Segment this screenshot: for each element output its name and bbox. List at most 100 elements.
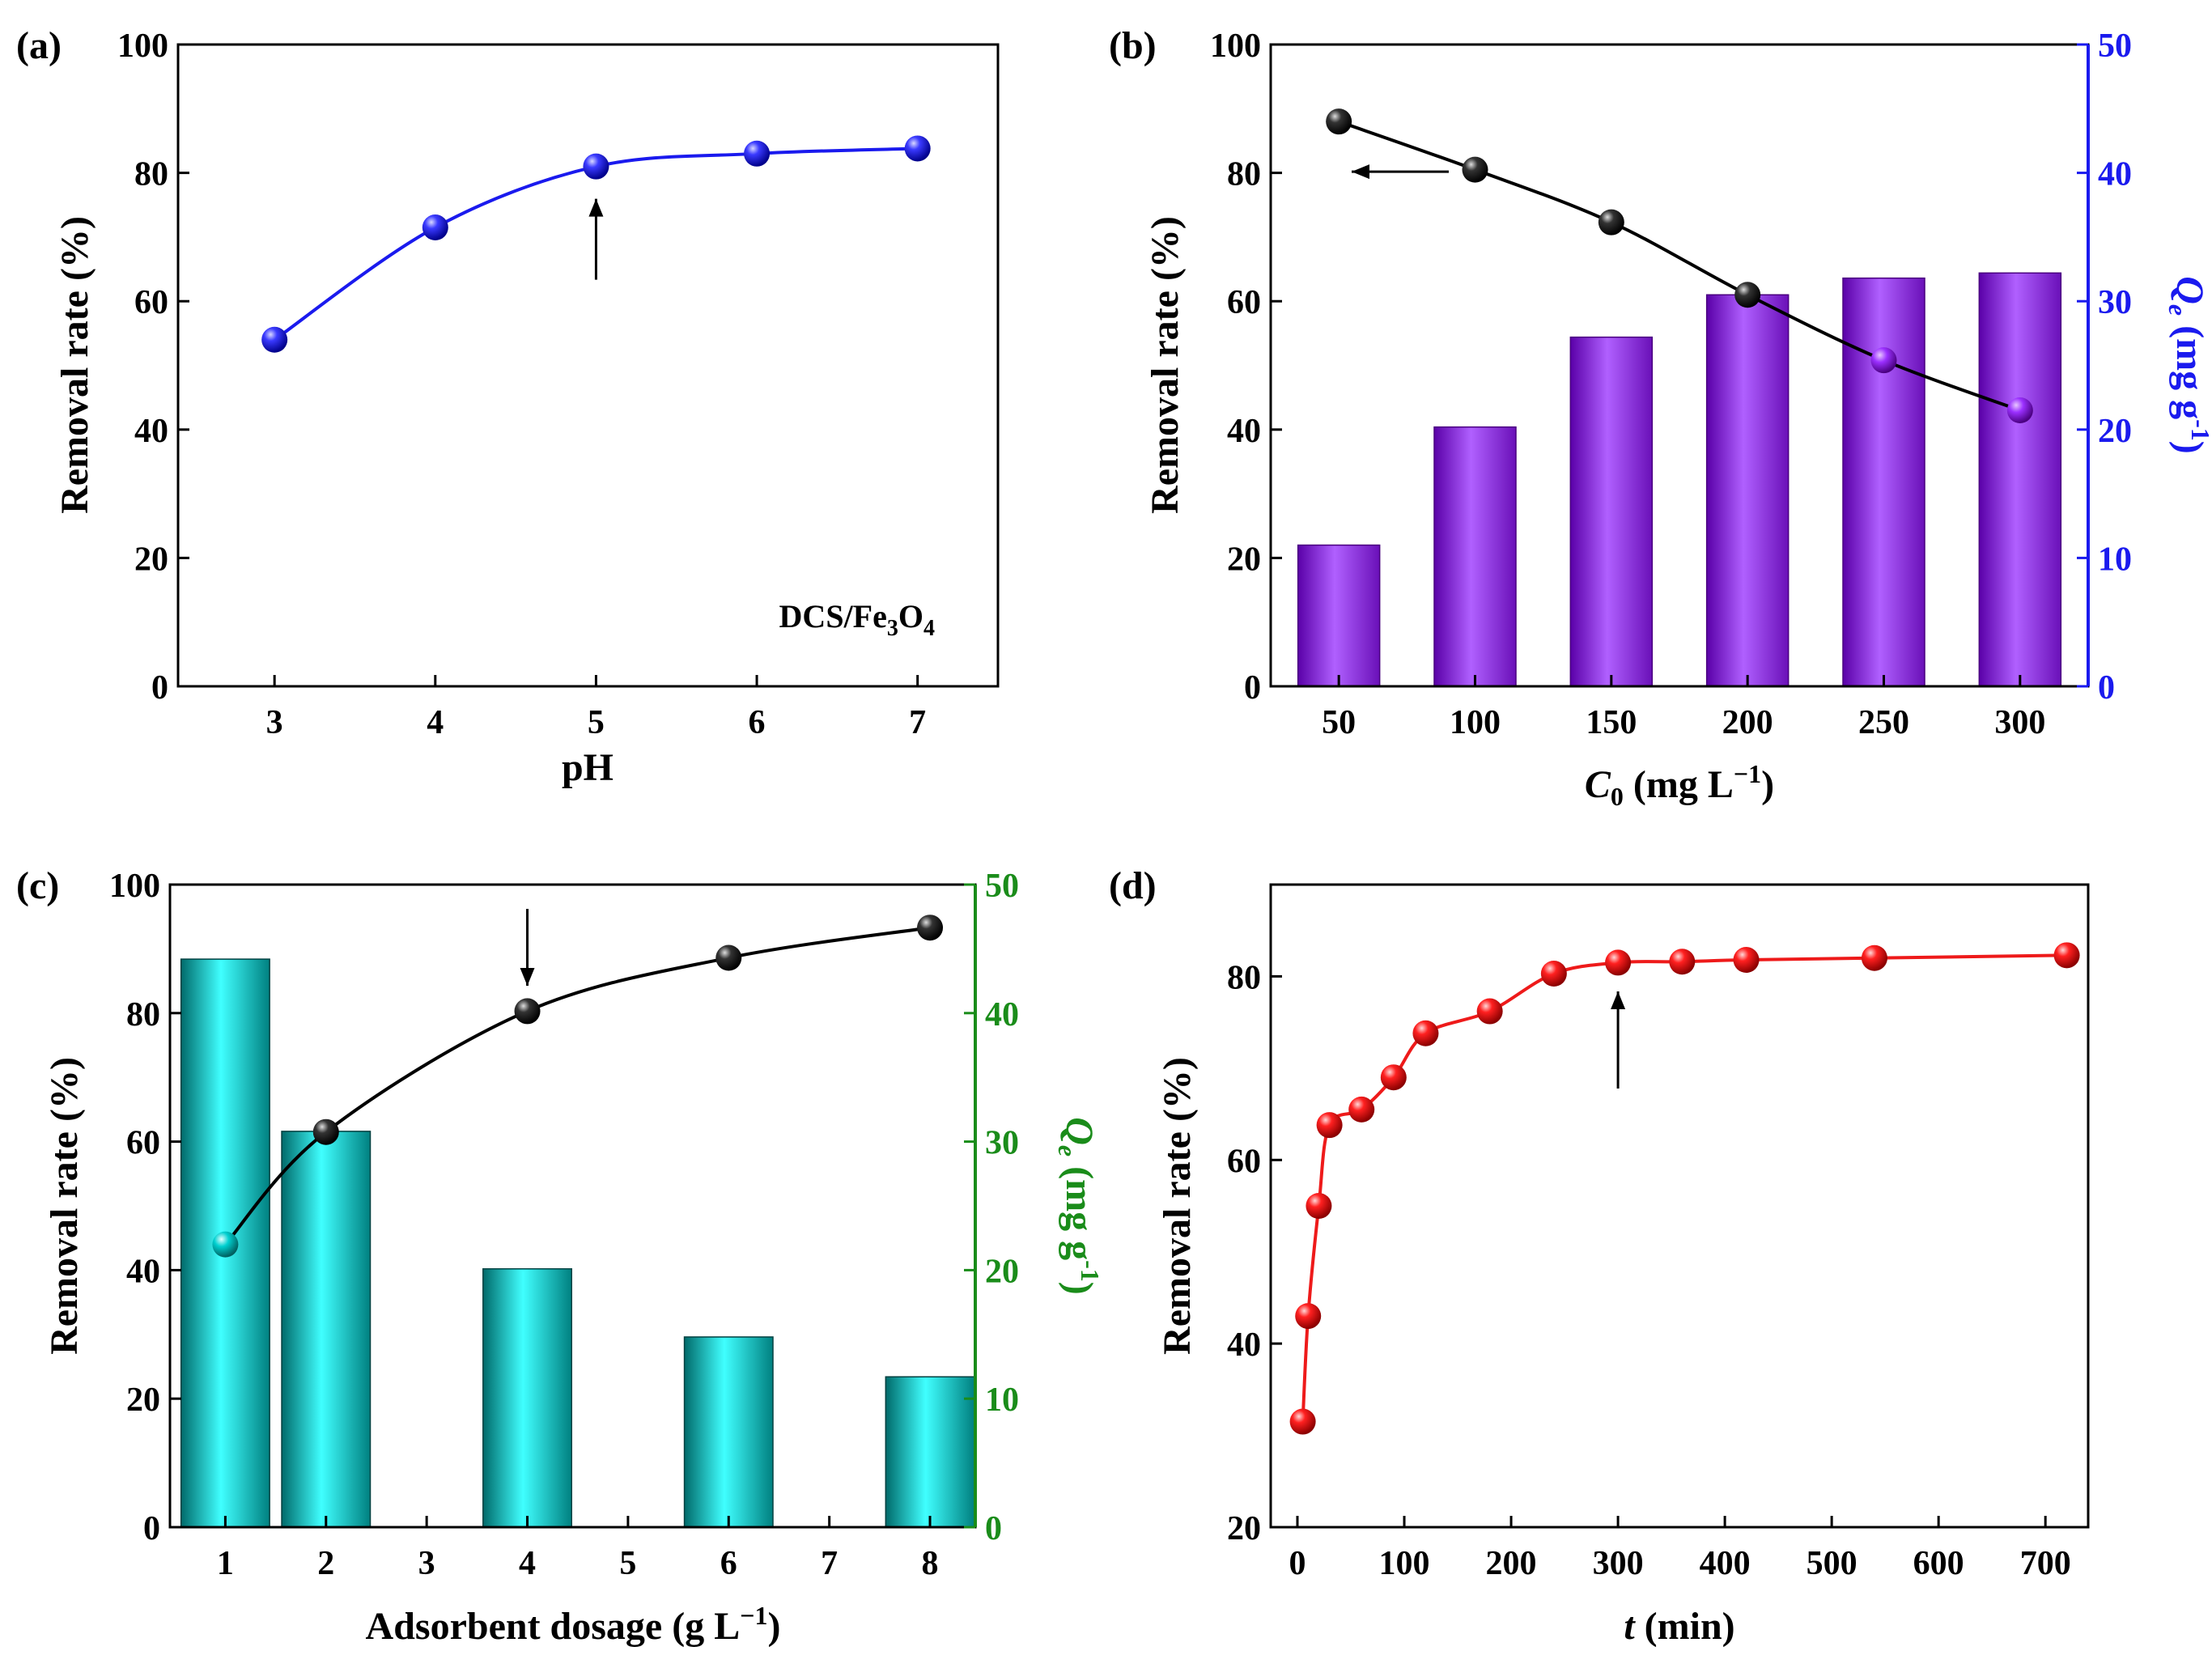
a-point-1 [422, 214, 448, 241]
c-bar-1 [281, 1131, 371, 1528]
c-x-tick-label-1: 2 [317, 1545, 334, 1582]
d-point-13 [2053, 942, 2080, 969]
d-point-4 [1348, 1096, 1375, 1123]
b-left-tick-label-0: 0 [1244, 669, 1261, 707]
a-left-tick-label-2: 40 [134, 413, 168, 450]
d-x-tick-label-6: 600 [1913, 1545, 1964, 1582]
d-ylabel: Removal rate (%) [1156, 1057, 1199, 1355]
d-x-tick-label-2: 200 [1486, 1545, 1537, 1582]
a-left-tick-label-1: 20 [134, 541, 168, 578]
a-point-2 [583, 153, 609, 180]
d-point-10 [1669, 949, 1696, 975]
d-arrow [1611, 991, 1626, 1089]
a-left-tick-label-3: 60 [134, 284, 168, 321]
a-arrow-head [588, 198, 604, 217]
c-arrow [520, 909, 535, 986]
a-left-tick-label-5: 100 [117, 28, 168, 65]
d-left-tick-label-3: 80 [1227, 959, 1261, 996]
panel-c: 0 20 40 60 80 100 0 10 20 30 40 50 1 2 3 4 5 6 7 8 (c) Remova… [16, 864, 1105, 1648]
b-point-4 [1870, 347, 1897, 374]
b-right-tick-label-5: 50 [2098, 28, 2132, 65]
d-arrow-head [1611, 991, 1626, 1009]
a-frame [176, 43, 1000, 688]
a-panel-label: (a) [16, 24, 62, 67]
d-x-tick-label-4: 400 [1700, 1545, 1751, 1582]
b-bar-4 [1842, 277, 1925, 687]
b-point-2 [1598, 209, 1624, 236]
c-x-tick-label-5: 6 [720, 1545, 737, 1582]
b-point-0 [1326, 108, 1352, 135]
a-x-tick-label-3: 6 [749, 704, 766, 741]
a-x-tick-label-1: 4 [427, 704, 444, 741]
c-x-tick-label-3: 4 [519, 1545, 536, 1582]
b-y2label: Qe (mg g-1) [2163, 276, 2212, 453]
d-point-7 [1476, 998, 1503, 1025]
c-right-tick-label-2: 20 [985, 1253, 1019, 1290]
d-x-tick-label-1: 100 [1379, 1545, 1430, 1582]
b-x-tick-label-3: 200 [1722, 704, 1773, 741]
d-point-0 [1289, 1408, 1316, 1435]
a-point-0 [261, 326, 288, 353]
b-bar-2 [1569, 336, 1654, 687]
d-point-3 [1316, 1112, 1343, 1139]
c-left-tick-label-5: 100 [109, 868, 160, 905]
d-point-12 [1861, 944, 1887, 971]
c-arrow-head [520, 968, 535, 986]
c-y2label: Qe (mg g-1) [1053, 1117, 1105, 1294]
b-panel-label: (b) [1109, 24, 1157, 67]
c-bar-4 [885, 1376, 975, 1528]
b-bar-1 [1433, 426, 1517, 687]
d-xlabel: t (min) [1624, 1605, 1734, 1648]
d-panel-label: (d) [1109, 864, 1157, 907]
c-left-tick-label-1: 20 [126, 1382, 160, 1419]
panel-d: 20 40 60 80 0 100 200 300 400 500 600 700 (d) Removal… [1109, 864, 2090, 1648]
a-arrow [588, 198, 604, 280]
d-left-tick-label-0: 20 [1227, 1510, 1261, 1547]
c-right-tick-label-5: 50 [985, 868, 1019, 905]
b-arrow-head [1352, 164, 1369, 180]
c-x-tick-label-0: 1 [217, 1545, 234, 1582]
c-right-tick-label-3: 30 [985, 1125, 1019, 1162]
b-x-tick-label-2: 150 [1586, 704, 1637, 741]
a-point-3 [744, 140, 771, 167]
c-ylabel: Removal rate (%) [43, 1057, 86, 1355]
c-xlabel: Adsorbent dosage (g L−1) [366, 1601, 781, 1648]
a-left-tick-label-0: 0 [151, 669, 168, 707]
d-x-tick-label-7: 700 [2020, 1545, 2071, 1582]
d-frame [1269, 883, 2090, 1529]
c-point-2 [514, 998, 541, 1025]
b-left-tick-label-1: 20 [1227, 541, 1261, 578]
b-point-5 [2006, 397, 2033, 424]
b-bar-5 [1978, 272, 2062, 687]
c-left-tick-label-3: 60 [126, 1125, 160, 1162]
d-left-tick-label-1: 40 [1227, 1326, 1261, 1364]
a-ylabel: Removal rate (%) [53, 216, 96, 514]
c-point-1 [312, 1118, 339, 1145]
b-x-tick-label-0: 50 [1322, 704, 1356, 741]
c-right-tick-label-0: 0 [985, 1510, 1002, 1547]
c-bar-2 [482, 1268, 573, 1528]
b-arrow [1352, 164, 1449, 180]
b-right-tick-label-4: 40 [2098, 156, 2132, 193]
d-point-1 [1295, 1303, 1322, 1330]
c-x-tick-label-2: 3 [418, 1545, 435, 1582]
c-left-tick-label-4: 80 [126, 996, 160, 1033]
b-left-tick-label-2: 40 [1227, 413, 1261, 450]
d-point-2 [1306, 1193, 1332, 1219]
b-point-1 [1462, 156, 1488, 183]
d-x-tick-label-0: 0 [1289, 1545, 1306, 1582]
b-bar-3 [1705, 294, 1790, 687]
c-left-tick-label-2: 40 [126, 1253, 160, 1290]
d-x-tick-label-3: 300 [1593, 1545, 1644, 1582]
c-left-tick-label-0: 0 [143, 1510, 160, 1547]
d-point-8 [1540, 961, 1567, 987]
d-point-11 [1733, 947, 1760, 974]
c-point-4 [917, 915, 944, 941]
b-right-tick-label-2: 20 [2098, 413, 2132, 450]
c-point-0 [212, 1231, 239, 1258]
panel-b: 0 20 40 60 80 100 0 10 20 30 40 50 50 100 150 200 250 300… [1109, 24, 2212, 811]
c-x-tick-label-6: 7 [821, 1545, 838, 1582]
b-point-3 [1734, 282, 1761, 308]
a-annotation: DCS/Fe3O4 [779, 598, 935, 641]
